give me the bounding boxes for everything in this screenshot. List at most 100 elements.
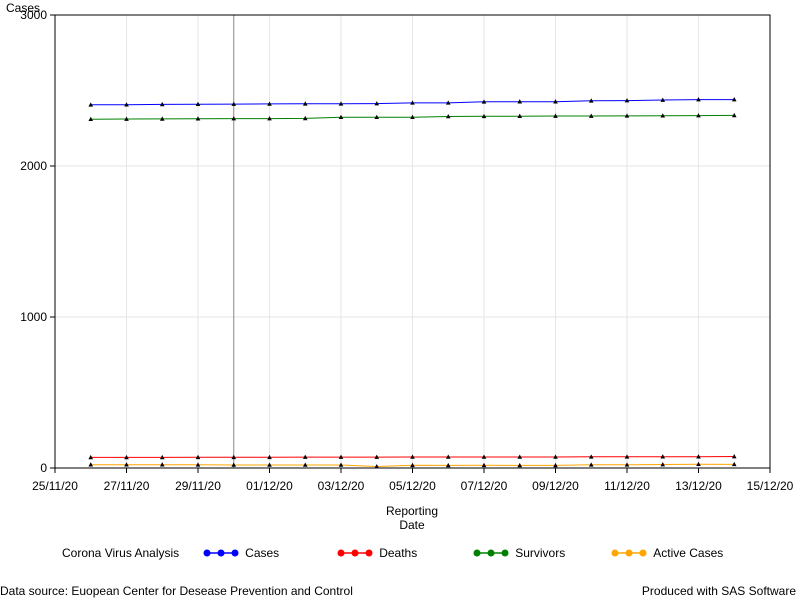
- data-point-cases: [445, 100, 451, 105]
- legend-item-survivors: Survivors: [473, 546, 565, 560]
- data-point-deaths: [267, 454, 272, 460]
- data-point-cases: [338, 101, 344, 106]
- data-point-deaths: [696, 454, 701, 459]
- data-point-survivors: [517, 113, 523, 118]
- data-point-active-cases: [553, 462, 558, 468]
- legend-swatch-active-cases: [611, 549, 647, 557]
- x-tick-label: 15/12/20: [747, 479, 794, 493]
- x-tick-label: 03/12/20: [318, 479, 365, 493]
- data-point-active-cases: [588, 462, 594, 467]
- data-point-survivors: [302, 115, 308, 121]
- data-point-active-cases: [696, 461, 701, 467]
- data-point-cases: [696, 97, 701, 102]
- legend: Corona Virus Analysis Cases Deaths Survi…: [62, 544, 723, 562]
- data-point-cases: [88, 102, 94, 107]
- legend-title: Corona Virus Analysis: [62, 546, 180, 560]
- data-point-deaths: [374, 454, 380, 459]
- data-point-cases: [660, 97, 666, 102]
- footer-credit: Produced with SAS Software: [641, 584, 796, 598]
- data-point-deaths: [410, 454, 415, 459]
- y-axis-label: Cases: [6, 1, 40, 15]
- data-point-active-cases: [338, 462, 344, 467]
- data-point-survivors: [195, 116, 201, 121]
- data-point-survivors: [624, 113, 630, 118]
- legend-swatch-survivors: [473, 549, 509, 557]
- footer-source: Data source: Euopean Center for Desease …: [0, 584, 353, 598]
- x-axis-label: Date: [399, 518, 425, 532]
- x-tick-label: 29/11/20: [175, 479, 221, 493]
- data-point-survivors: [159, 116, 165, 121]
- data-point-cases: [553, 99, 558, 104]
- data-point-deaths: [159, 454, 165, 460]
- data-point-active-cases: [517, 462, 523, 468]
- data-point-survivors: [731, 112, 737, 118]
- legend-label-active-cases: Active Cases: [653, 546, 724, 560]
- legend-item-deaths: Deaths: [337, 546, 417, 560]
- legend-label-cases: Cases: [245, 546, 280, 560]
- y-tick-label: 0: [40, 461, 47, 475]
- data-point-deaths: [231, 454, 237, 460]
- data-point-survivors: [338, 114, 344, 120]
- x-tick-label: 07/12/20: [461, 479, 508, 493]
- data-point-active-cases: [124, 462, 129, 467]
- data-point-cases: [410, 100, 415, 105]
- data-point-cases: [231, 101, 237, 106]
- x-tick-label: 25/11/20: [32, 479, 78, 493]
- data-point-active-cases: [481, 462, 487, 468]
- data-point-active-cases: [374, 463, 380, 469]
- data-point-deaths: [660, 454, 666, 459]
- legend-item-cases: Cases: [203, 546, 279, 560]
- x-tick-label: 01/12/20: [246, 479, 293, 493]
- data-point-cases: [124, 102, 129, 107]
- data-point-survivors: [374, 114, 380, 120]
- data-point-survivors: [267, 116, 272, 121]
- data-point-cases: [159, 101, 165, 107]
- data-point-survivors: [88, 116, 94, 121]
- y-tick-label: 1000: [20, 310, 47, 324]
- data-point-deaths: [588, 454, 594, 459]
- data-point-cases: [588, 98, 594, 103]
- legend-swatch-deaths: [337, 549, 373, 557]
- data-point-deaths: [195, 454, 201, 460]
- x-tick-label: 11/12/20: [604, 479, 650, 493]
- y-tick-label: 3000: [20, 8, 47, 22]
- data-point-deaths: [481, 454, 487, 459]
- data-point-cases: [517, 99, 523, 104]
- data-point-cases: [374, 101, 380, 106]
- x-tick-label: 13/12/20: [675, 479, 722, 493]
- data-point-deaths: [731, 454, 737, 459]
- data-point-deaths: [517, 454, 523, 459]
- data-point-deaths: [553, 454, 558, 459]
- data-point-deaths: [302, 454, 308, 459]
- data-point-cases: [302, 101, 308, 106]
- data-point-cases: [481, 99, 487, 104]
- data-point-active-cases: [267, 462, 272, 467]
- x-axis-label: Reporting: [386, 504, 438, 518]
- legend-label-survivors: Survivors: [515, 546, 566, 560]
- data-point-active-cases: [88, 462, 94, 467]
- data-point-active-cases: [731, 461, 737, 467]
- data-point-survivors: [231, 116, 237, 121]
- legend-item-active-cases: Active Cases: [611, 546, 723, 560]
- data-point-active-cases: [159, 462, 165, 467]
- legend-label-deaths: Deaths: [379, 546, 418, 560]
- data-point-cases: [731, 97, 737, 102]
- data-point-cases: [624, 98, 630, 103]
- data-point-survivors: [481, 113, 487, 119]
- data-point-cases: [267, 101, 272, 106]
- legend-swatch-cases: [203, 549, 239, 557]
- data-point-active-cases: [410, 462, 415, 468]
- data-point-survivors: [124, 116, 129, 121]
- data-point-survivors: [410, 114, 415, 120]
- data-point-active-cases: [195, 462, 201, 467]
- data-point-active-cases: [231, 462, 237, 467]
- y-tick-label: 2000: [20, 159, 47, 173]
- data-point-deaths: [88, 454, 94, 460]
- x-tick-label: 09/12/20: [532, 479, 579, 493]
- data-point-survivors: [588, 113, 594, 118]
- data-point-survivors: [696, 113, 701, 118]
- data-point-active-cases: [302, 462, 308, 467]
- data-point-survivors: [553, 113, 558, 118]
- data-point-survivors: [660, 113, 666, 118]
